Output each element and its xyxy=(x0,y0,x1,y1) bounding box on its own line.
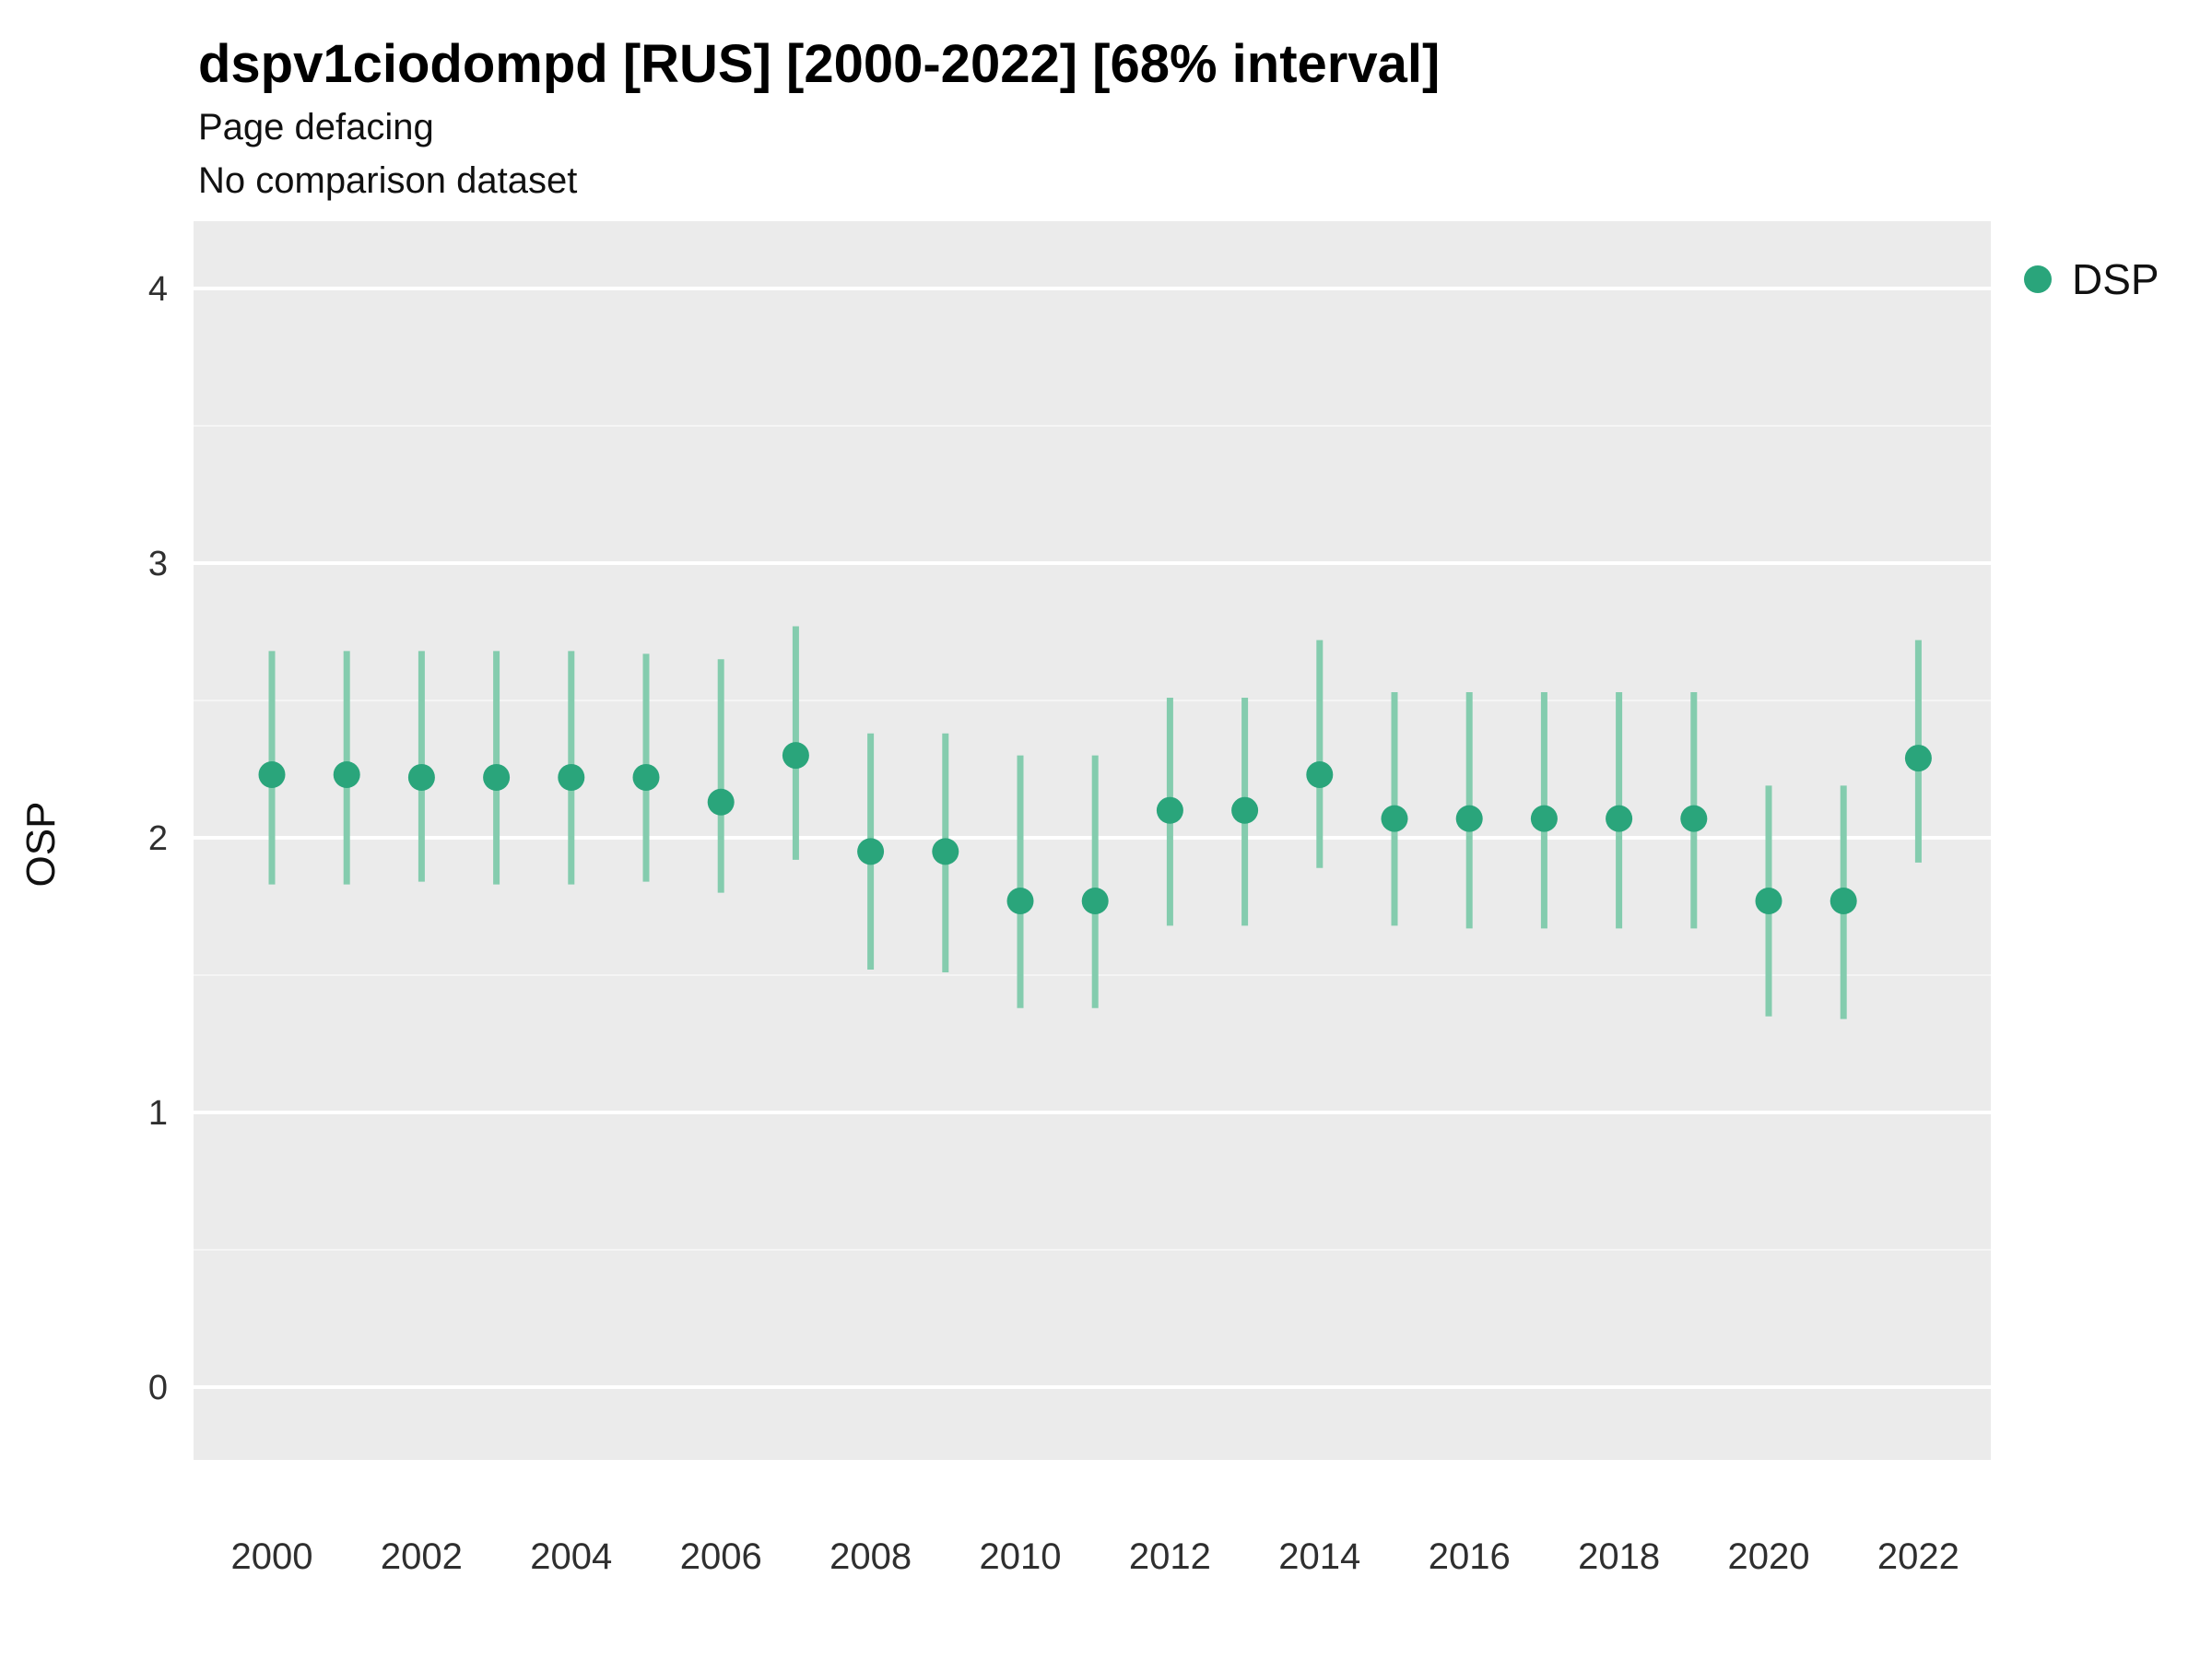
point-2004 xyxy=(558,763,585,791)
point-2009 xyxy=(932,838,959,865)
legend: DSP xyxy=(2024,254,2159,304)
point-2011 xyxy=(1081,888,1109,915)
point-2006 xyxy=(707,788,735,816)
point-2007 xyxy=(782,742,809,770)
x-tick-label: 2000 xyxy=(231,1536,313,1577)
point-2019 xyxy=(1680,805,1708,832)
x-tick-label: 2012 xyxy=(1129,1536,1211,1577)
point-2008 xyxy=(857,838,885,865)
point-2003 xyxy=(483,763,511,791)
x-tick-label: 2016 xyxy=(1429,1536,1511,1577)
y-tick-label: 1 xyxy=(148,1094,168,1133)
x-tick-label: 2008 xyxy=(830,1536,912,1577)
point-2002 xyxy=(407,763,435,791)
point-2017 xyxy=(1530,805,1558,832)
point-2015 xyxy=(1381,805,1408,832)
legend-marker-dsp xyxy=(2024,265,2052,293)
point-2016 xyxy=(1455,805,1483,832)
x-tick-label: 2002 xyxy=(381,1536,463,1577)
point-2013 xyxy=(1231,796,1259,824)
x-tick-label: 2022 xyxy=(1877,1536,1959,1577)
point-2001 xyxy=(333,760,360,788)
point-2000 xyxy=(258,760,286,788)
point-2014 xyxy=(1306,760,1334,788)
point-2012 xyxy=(1156,796,1183,824)
point-2022 xyxy=(1904,745,1932,772)
y-tick-label: 3 xyxy=(148,545,168,583)
x-tick-label: 2018 xyxy=(1578,1536,1660,1577)
x-tick-label: 2020 xyxy=(1728,1536,1810,1577)
point-2018 xyxy=(1606,805,1633,832)
y-tick-label: 2 xyxy=(148,819,168,858)
y-tick-label: 0 xyxy=(148,1369,168,1407)
point-2021 xyxy=(1830,888,1857,915)
point-2020 xyxy=(1755,888,1783,915)
chart-note: No comparison dataset xyxy=(198,160,578,201)
legend-label-dsp: DSP xyxy=(2072,255,2159,303)
x-tick-label: 2014 xyxy=(1278,1536,1360,1577)
x-tick-label: 2004 xyxy=(530,1536,612,1577)
chart-subtitle: Page defacing xyxy=(198,107,434,147)
x-tick-label: 2010 xyxy=(980,1536,1062,1577)
point-2010 xyxy=(1006,888,1034,915)
x-tick-label: 2006 xyxy=(680,1536,762,1577)
y-tick-label: 4 xyxy=(148,270,168,309)
chart-title: dspv1ciodompd [RUS] [2000-2022] [68% int… xyxy=(198,34,1441,94)
point-2005 xyxy=(632,763,660,791)
